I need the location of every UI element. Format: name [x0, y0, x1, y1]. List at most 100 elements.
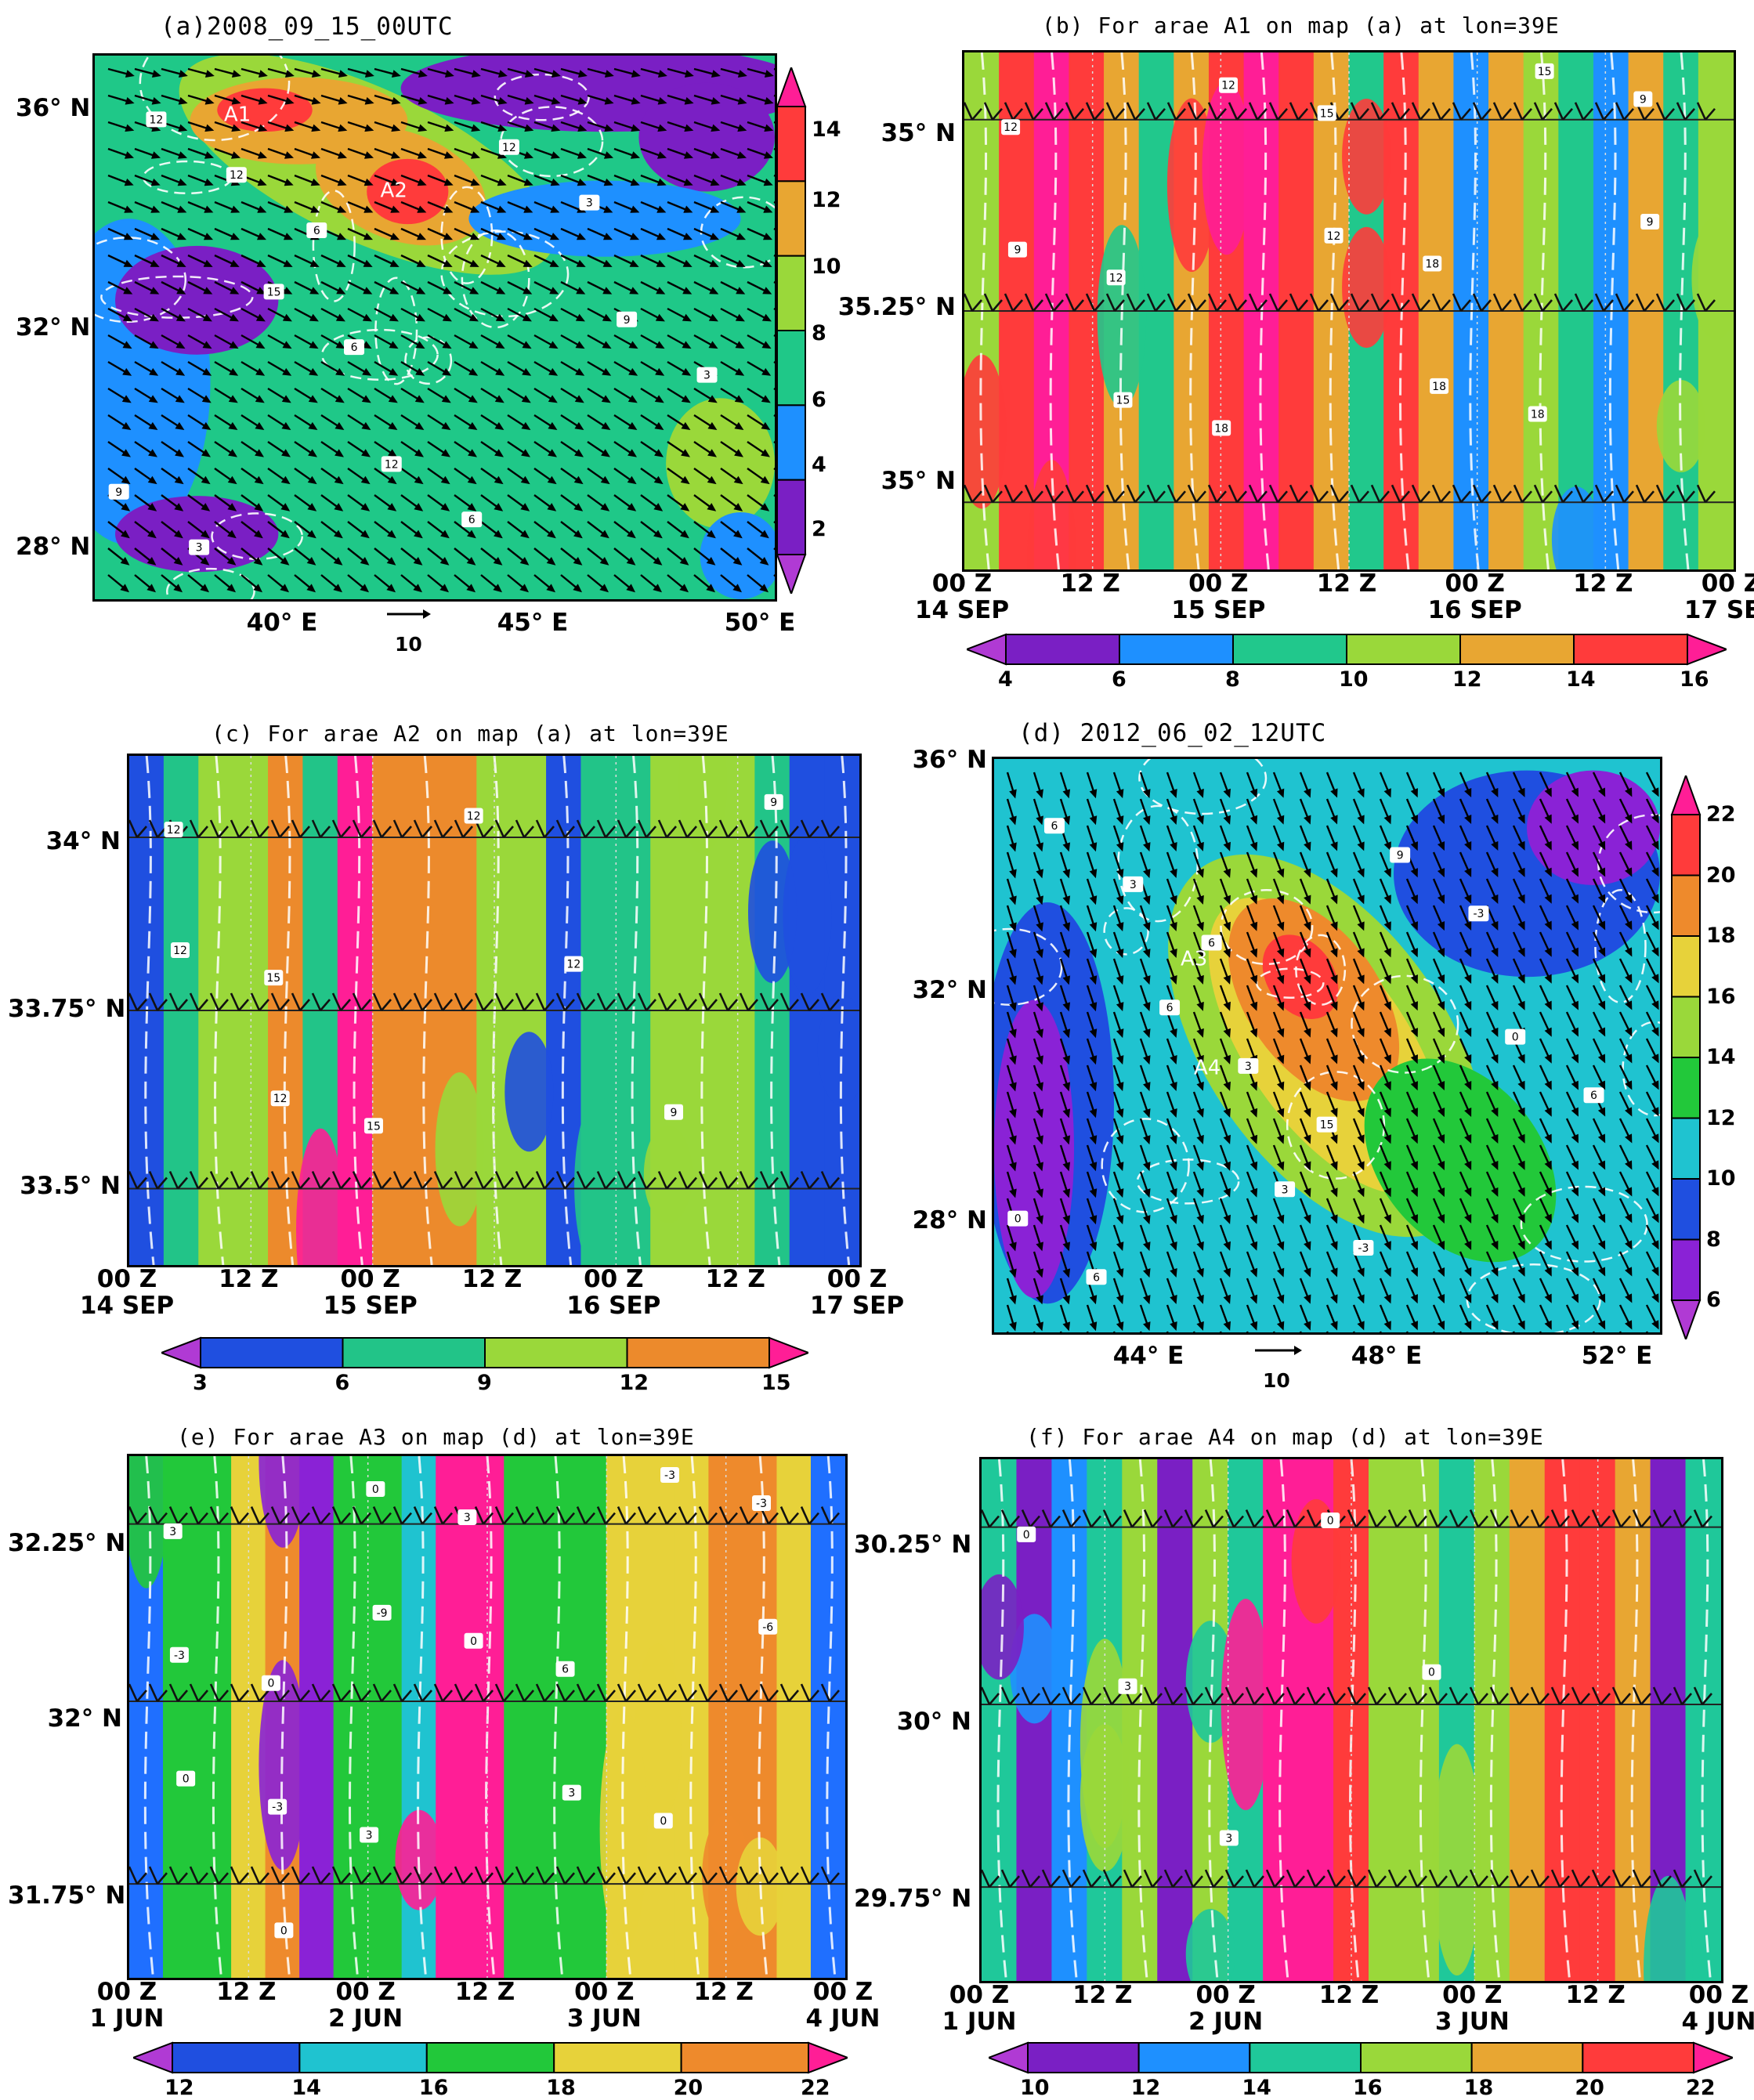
- wind-barb: [515, 1170, 534, 1190]
- colorbar-segment: [776, 255, 806, 332]
- wind-barb: [352, 1506, 371, 1525]
- panel-a-title: (a)2008_09_15_00UTC: [161, 13, 454, 41]
- wind-barb: [596, 819, 616, 838]
- wind-vector: [214, 414, 238, 431]
- contour-label: 15: [267, 286, 281, 298]
- wind-barb: [1391, 484, 1410, 504]
- contour-line: [1103, 907, 1149, 956]
- wind-vector: [1139, 772, 1151, 799]
- wind-barb: [555, 1866, 575, 1885]
- wind-barb: [1513, 293, 1532, 312]
- contour-label: 12: [273, 1093, 288, 1105]
- colorbar-segment: [1671, 814, 1701, 877]
- wind-barb: [168, 1683, 188, 1702]
- contour-label-bg: [653, 1813, 673, 1829]
- wind-vector: [1512, 1144, 1525, 1170]
- wind-vector: [667, 468, 690, 485]
- contour-label: 9: [1397, 850, 1404, 862]
- time-tick: 12 Z: [1072, 1981, 1133, 2009]
- colorbar-end: [1670, 773, 1702, 815]
- wind-vector: [240, 414, 265, 431]
- wind-vector: [1539, 931, 1552, 957]
- wind-vector: [161, 574, 183, 593]
- wind-barb: [494, 1683, 514, 1702]
- contour-label: 12: [467, 810, 481, 822]
- wind-vector: [640, 414, 664, 431]
- wind-vector: [161, 94, 188, 105]
- wind-vector: [1299, 798, 1311, 825]
- contour-line: [1351, 974, 1459, 1074]
- wind-vector: [214, 121, 241, 132]
- wind-vector: [161, 521, 183, 539]
- colorbar-end: [769, 1336, 811, 1369]
- wind-vector: [587, 307, 612, 322]
- wind-vector: [267, 387, 291, 403]
- wind-barb: [1228, 102, 1247, 121]
- colorbar-label: 12: [1452, 667, 1482, 692]
- wind-vector: [507, 254, 533, 267]
- colorbar-label: 8: [1706, 1227, 1721, 1252]
- wind-barb: [433, 992, 453, 1011]
- wind-vector: [1006, 825, 1017, 852]
- wind-vector: [1059, 1144, 1071, 1172]
- wind-vector: [613, 387, 638, 403]
- contour-label-bg: [1430, 378, 1449, 394]
- colorbar-label: 22: [801, 2076, 830, 2100]
- wind-barb: [1673, 1686, 1692, 1705]
- wind-barb: [779, 819, 799, 838]
- band-patch: [1432, 1744, 1482, 1976]
- wind-vector: [347, 548, 370, 566]
- contour-label: 9: [624, 314, 631, 327]
- wind-barb: [1472, 102, 1492, 121]
- wind-vector: [294, 414, 318, 431]
- wind-vector: [1219, 851, 1231, 878]
- wind-barb: [1163, 1869, 1183, 1888]
- wind-vector: [1618, 851, 1633, 877]
- wind-vector: [1432, 1278, 1445, 1304]
- wind-barb: [1472, 293, 1492, 312]
- colorbar-label: 10: [1020, 2076, 1050, 2100]
- contour-label: 3: [703, 370, 711, 382]
- contour-label-bg: [1007, 1210, 1029, 1227]
- wind-vector: [720, 360, 745, 376]
- wind-vector: [1112, 905, 1124, 932]
- wind-barb: [1676, 102, 1695, 121]
- time-tick: 12 Z: [1060, 569, 1120, 598]
- time-tick: 12 Z: [1318, 1981, 1380, 2009]
- colorbar-end: [1670, 1299, 1702, 1342]
- panel-c-ytick: 33.75° N: [8, 995, 126, 1023]
- wind-vector: [400, 494, 424, 511]
- wind-barb: [474, 1170, 494, 1190]
- wind-vector: [1139, 1278, 1151, 1305]
- wind-vector: [1618, 931, 1633, 957]
- contour-line: [758, 1456, 769, 1978]
- wind-barb: [189, 992, 208, 1011]
- wind-barb: [1635, 293, 1655, 312]
- wind-vector: [107, 280, 133, 295]
- wind-vector: [1219, 1224, 1231, 1251]
- wind-barb: [1673, 1869, 1692, 1888]
- wind-barb: [1448, 1686, 1468, 1705]
- wind-vector: [1033, 1224, 1043, 1252]
- wind-vector: [374, 121, 401, 132]
- wind-barb: [1510, 1686, 1529, 1705]
- wind-barb: [617, 992, 636, 1011]
- wind-vector: [1352, 1278, 1365, 1304]
- wind-vector: [613, 548, 636, 566]
- wind-vector: [507, 468, 530, 485]
- wind-barb: [718, 819, 738, 838]
- wind-vector: [400, 360, 425, 376]
- wind-vector: [400, 574, 423, 593]
- wind-barb: [189, 1170, 208, 1190]
- wind-vector: [1592, 905, 1606, 931]
- wind-vector: [1645, 1011, 1659, 1037]
- wind-vector: [1325, 985, 1338, 1011]
- wind-vector: [1379, 1118, 1391, 1144]
- contour-line: [1286, 1071, 1386, 1180]
- wind-vector: [1512, 958, 1525, 984]
- wind-vector: [454, 67, 481, 78]
- wind-vector: [107, 521, 130, 539]
- contour-label-bg: [169, 1646, 189, 1663]
- wind-barb: [413, 1506, 432, 1525]
